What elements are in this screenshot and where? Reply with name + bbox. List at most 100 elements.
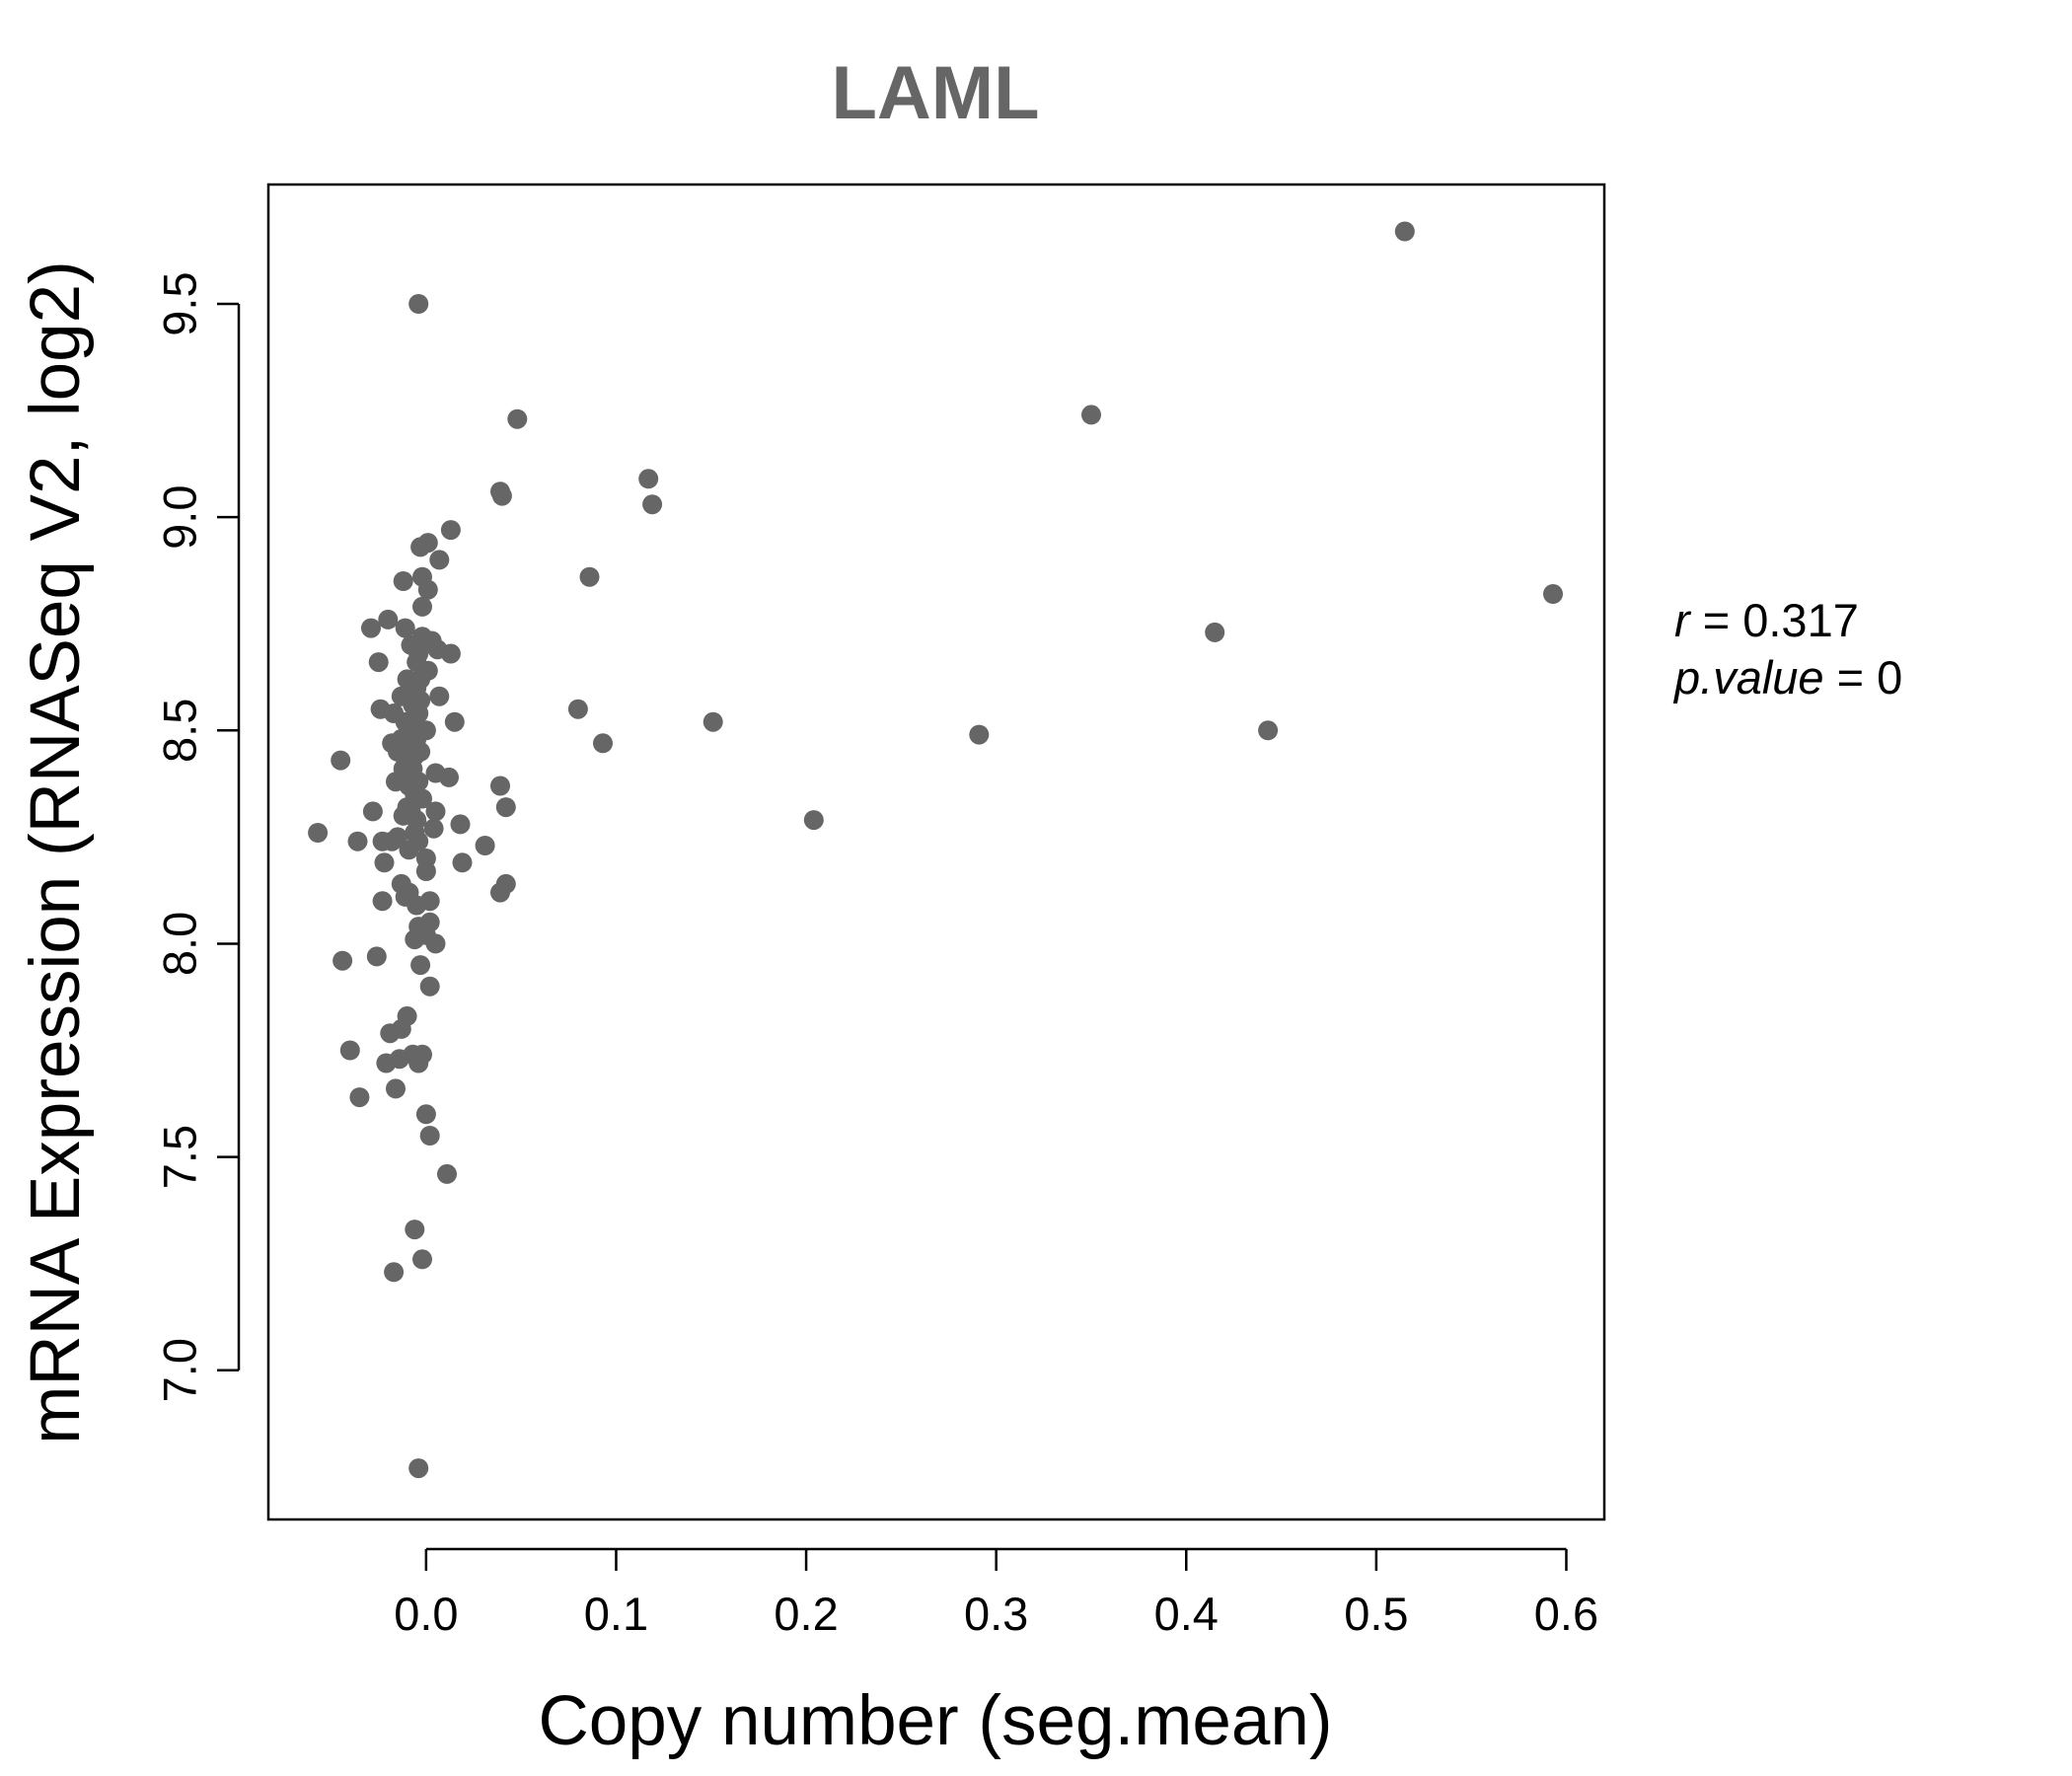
data-point-98 [391, 686, 411, 706]
x-tick-label-3: 0.3 [964, 1588, 1028, 1640]
data-point-24 [440, 520, 461, 541]
data-point-59 [408, 294, 429, 314]
data-point-1 [1543, 584, 1563, 604]
data-point-114 [374, 852, 395, 873]
x-tick-label-5: 0.5 [1344, 1588, 1408, 1640]
data-point-16 [490, 776, 510, 796]
data-point-2 [1081, 405, 1101, 425]
data-point-118 [368, 652, 389, 673]
data-point-116 [372, 891, 393, 912]
p-annotation: p.value = 0 [1672, 651, 1902, 703]
data-point-47 [415, 1104, 436, 1125]
data-point-95 [393, 571, 413, 591]
data-point-11 [593, 733, 613, 754]
data-point-28 [429, 550, 450, 570]
p-label: p.value [1672, 651, 1824, 703]
data-point-45 [415, 861, 436, 881]
data-point-58 [410, 955, 431, 976]
r-annotation: r = 0.317 [1674, 594, 1859, 646]
y-tick-label-0: 7.0 [154, 1338, 206, 1402]
x-tick-label-1: 0.1 [584, 1588, 648, 1640]
data-point-19 [490, 882, 510, 903]
data-point-100 [391, 873, 411, 894]
data-point-54 [410, 537, 431, 557]
data-point-49 [412, 596, 432, 617]
plot-frame [266, 183, 1606, 1521]
data-point-23 [444, 711, 465, 732]
x-tick-label-6: 0.6 [1534, 1588, 1598, 1640]
data-point-109 [382, 733, 403, 754]
stats-annotation: r = 0.317 p.value = 0 [1672, 594, 1902, 703]
p-value: 0 [1877, 651, 1902, 703]
y-tick-label-2: 8.0 [154, 912, 206, 976]
data-point-121 [361, 618, 381, 638]
data-point-48 [412, 566, 432, 587]
data-point-117 [370, 699, 391, 719]
y-tick-label-3: 8.5 [154, 699, 206, 763]
data-point-106 [386, 1078, 406, 1099]
data-point-108 [384, 1262, 405, 1283]
data-point-39 [419, 1126, 440, 1146]
data-point-86 [399, 840, 419, 860]
data-point-10 [579, 566, 600, 587]
data-point-66 [408, 1458, 429, 1479]
data-point-12 [567, 699, 588, 719]
data-point-38 [419, 976, 440, 997]
y-axis-title: mRNA Expression (RNASeq V2, log2) [17, 260, 95, 1444]
r-label: r [1674, 594, 1692, 646]
y-tick-label-5: 9.5 [154, 271, 206, 335]
data-point-113 [376, 1053, 397, 1073]
y-axis: 7.0 7.5 8.0 8.5 9.0 9.5 [154, 271, 241, 1402]
data-point-0 [1394, 221, 1415, 242]
data-point-111 [380, 1023, 401, 1044]
x-axis-title: Copy number (seg.mean) [538, 1682, 1332, 1760]
data-point-6 [803, 810, 824, 831]
data-point-97 [393, 805, 413, 826]
data-points [308, 221, 1563, 1479]
data-point-115 [372, 831, 393, 851]
data-point-13 [507, 408, 528, 429]
r-value: 0.317 [1742, 594, 1859, 646]
data-point-126 [331, 750, 351, 771]
data-point-21 [450, 814, 471, 835]
data-point-76 [405, 1220, 425, 1240]
data-point-112 [378, 609, 399, 629]
data-point-53 [412, 1249, 432, 1270]
data-point-127 [308, 823, 329, 843]
data-point-75 [405, 929, 425, 950]
y-tick-label-4: 9.0 [154, 484, 206, 549]
data-point-32 [425, 763, 446, 783]
data-point-15 [491, 485, 512, 506]
y-tick-label-1: 7.5 [154, 1125, 206, 1189]
data-point-105 [386, 772, 406, 792]
data-point-8 [638, 469, 659, 489]
data-point-125 [333, 950, 353, 971]
data-point-92 [395, 618, 415, 638]
data-point-120 [362, 801, 383, 822]
x-tick-label-4: 0.4 [1154, 1588, 1219, 1640]
data-point-122 [349, 1087, 370, 1108]
data-point-88 [397, 669, 417, 690]
data-point-27 [437, 1163, 457, 1184]
data-point-123 [347, 831, 368, 851]
data-point-3 [1205, 622, 1225, 642]
x-tick-label-2: 0.2 [774, 1588, 838, 1640]
data-point-31 [425, 801, 446, 822]
data-point-29 [429, 686, 450, 706]
x-tick-label-0: 0.0 [394, 1588, 458, 1640]
data-point-74 [405, 823, 425, 843]
data-point-119 [366, 946, 387, 967]
data-point-34 [423, 818, 444, 839]
data-point-80 [401, 634, 421, 655]
data-point-5 [969, 724, 990, 745]
chart-title: LAML [831, 51, 1039, 135]
data-point-4 [1258, 720, 1279, 741]
data-point-22 [452, 852, 473, 873]
data-point-7 [703, 711, 723, 732]
data-point-124 [339, 1040, 360, 1061]
data-point-67 [407, 652, 427, 673]
x-axis: 0.0 0.1 0.2 0.3 0.4 0.5 0.6 [394, 1547, 1598, 1640]
data-point-20 [475, 836, 495, 855]
data-point-9 [642, 494, 663, 515]
